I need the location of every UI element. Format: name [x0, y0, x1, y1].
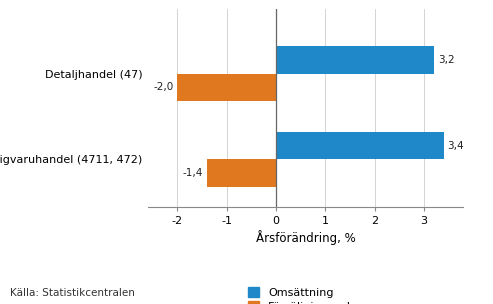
- Bar: [207, 160, 276, 187]
- Text: 3,2: 3,2: [438, 55, 455, 65]
- Bar: [276, 132, 444, 160]
- Text: Källa: Statistikcentralen: Källa: Statistikcentralen: [10, 288, 135, 298]
- Text: -1,4: -1,4: [183, 168, 203, 178]
- Text: -2,0: -2,0: [153, 82, 174, 92]
- X-axis label: Årsförändring, %: Årsförändring, %: [256, 230, 355, 245]
- Bar: [177, 74, 276, 101]
- Bar: [276, 46, 434, 74]
- Legend: Omsättning, Försäljningsvolym: Omsättning, Försäljningsvolym: [248, 287, 369, 304]
- Text: 3,4: 3,4: [448, 141, 464, 151]
